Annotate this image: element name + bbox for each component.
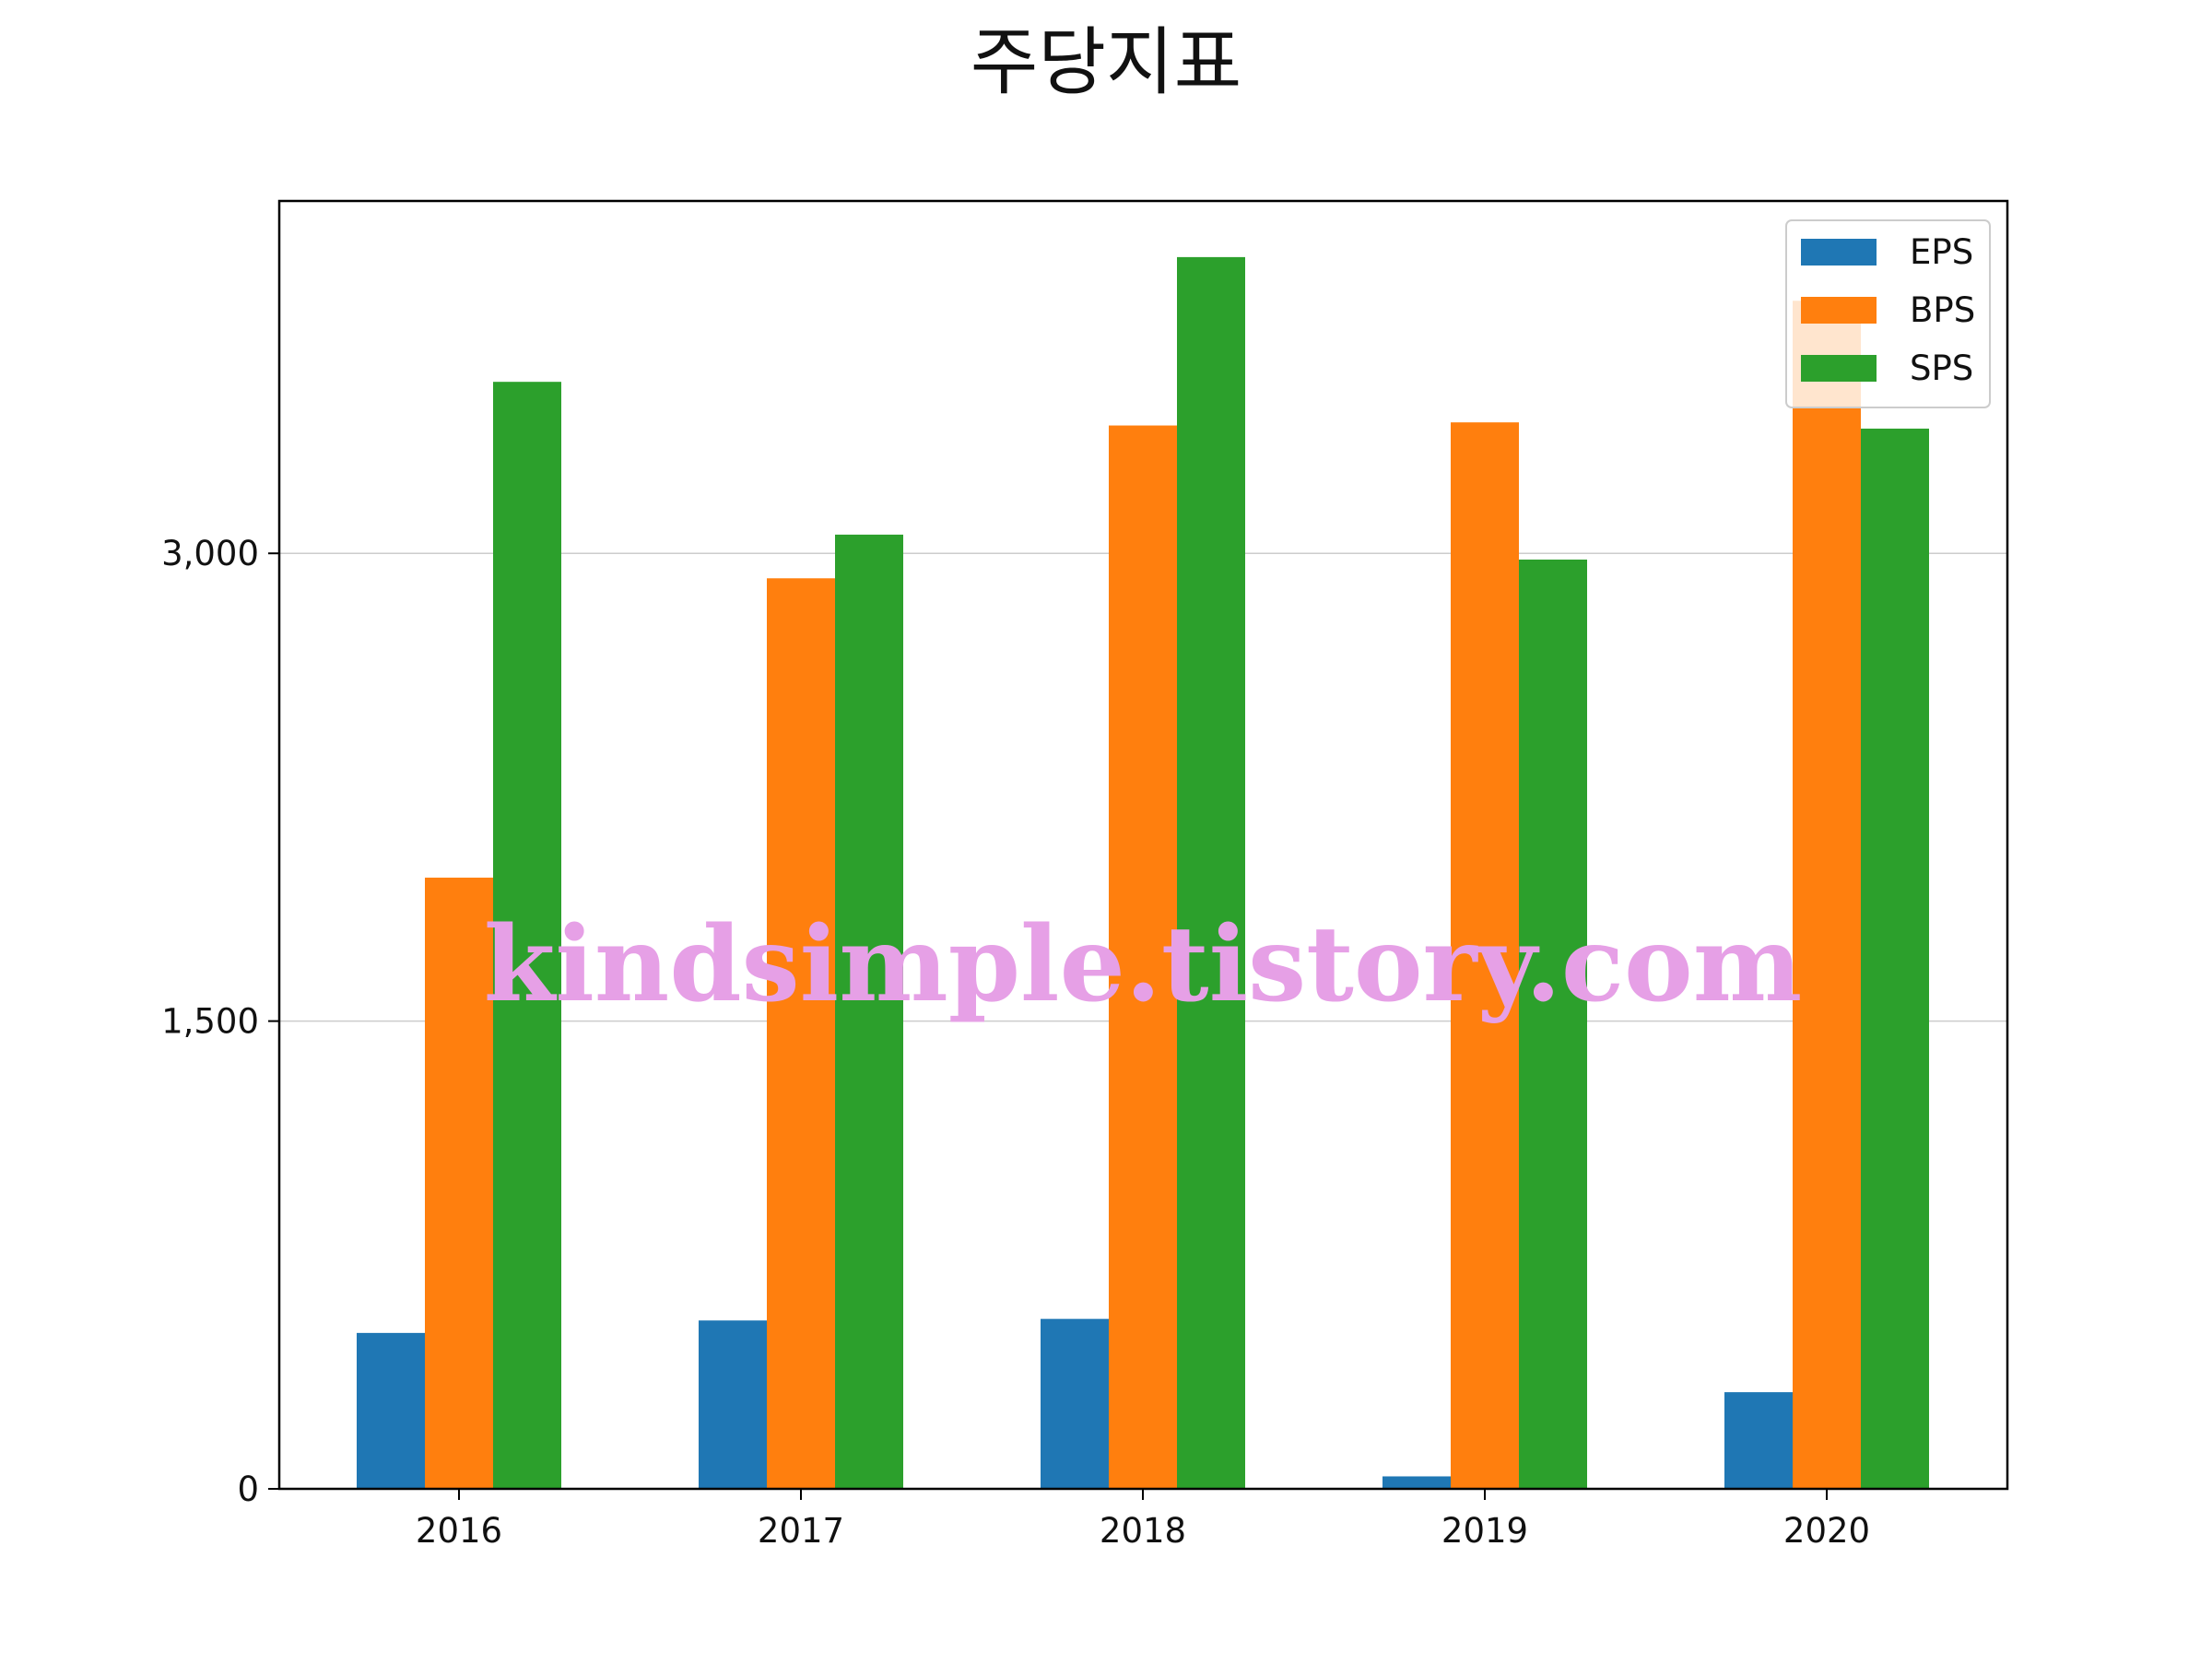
x-tick-label: 2020 (1783, 1511, 1870, 1551)
bar-eps-2016 (357, 1332, 425, 1489)
chart-title: 주당지표 (971, 19, 1241, 105)
bar-sps-2019 (1519, 559, 1587, 1489)
bar-bps-2020 (1793, 301, 1861, 1489)
bar-sps-2016 (493, 382, 561, 1490)
y-tick-label: 0 (237, 1469, 259, 1509)
legend-label-eps: EPS (1910, 232, 1973, 272)
legend: EPS BPS SPS (1785, 219, 1991, 408)
y-axis: 0 1,500 3,000 (161, 534, 279, 1509)
x-tick-label: 2017 (758, 1511, 844, 1551)
x-tick-label: 2018 (1100, 1511, 1186, 1551)
bar-bps-2017 (767, 578, 835, 1489)
bar-bps-2016 (425, 878, 493, 1489)
bar-eps-2017 (699, 1320, 767, 1489)
bar-eps-2019 (1382, 1476, 1451, 1489)
bar-sps-2020 (1861, 428, 1929, 1489)
x-axis: 2016 2017 2018 2019 2020 (416, 1489, 1870, 1551)
legend-label-bps: BPS (1910, 290, 1975, 330)
bar-sps-2017 (835, 534, 903, 1490)
x-tick-label: 2016 (416, 1511, 502, 1551)
bar-eps-2020 (1724, 1392, 1793, 1489)
y-tick-label: 3,000 (161, 534, 259, 573)
legend-label-sps: SPS (1910, 348, 1973, 388)
bar-bps-2018 (1109, 425, 1177, 1489)
bar-eps-2018 (1041, 1318, 1109, 1489)
legend-swatch-sps (1801, 355, 1877, 382)
bar-sps-2018 (1177, 256, 1245, 1489)
y-tick-label: 1,500 (161, 1002, 259, 1042)
bars (357, 256, 1929, 1490)
watermark: kindsimple.tistory.com (484, 904, 1803, 1025)
legend-swatch-bps (1801, 297, 1877, 324)
bar-bps-2019 (1451, 422, 1519, 1489)
x-tick-label: 2019 (1441, 1511, 1528, 1551)
legend-swatch-eps (1801, 239, 1877, 266)
